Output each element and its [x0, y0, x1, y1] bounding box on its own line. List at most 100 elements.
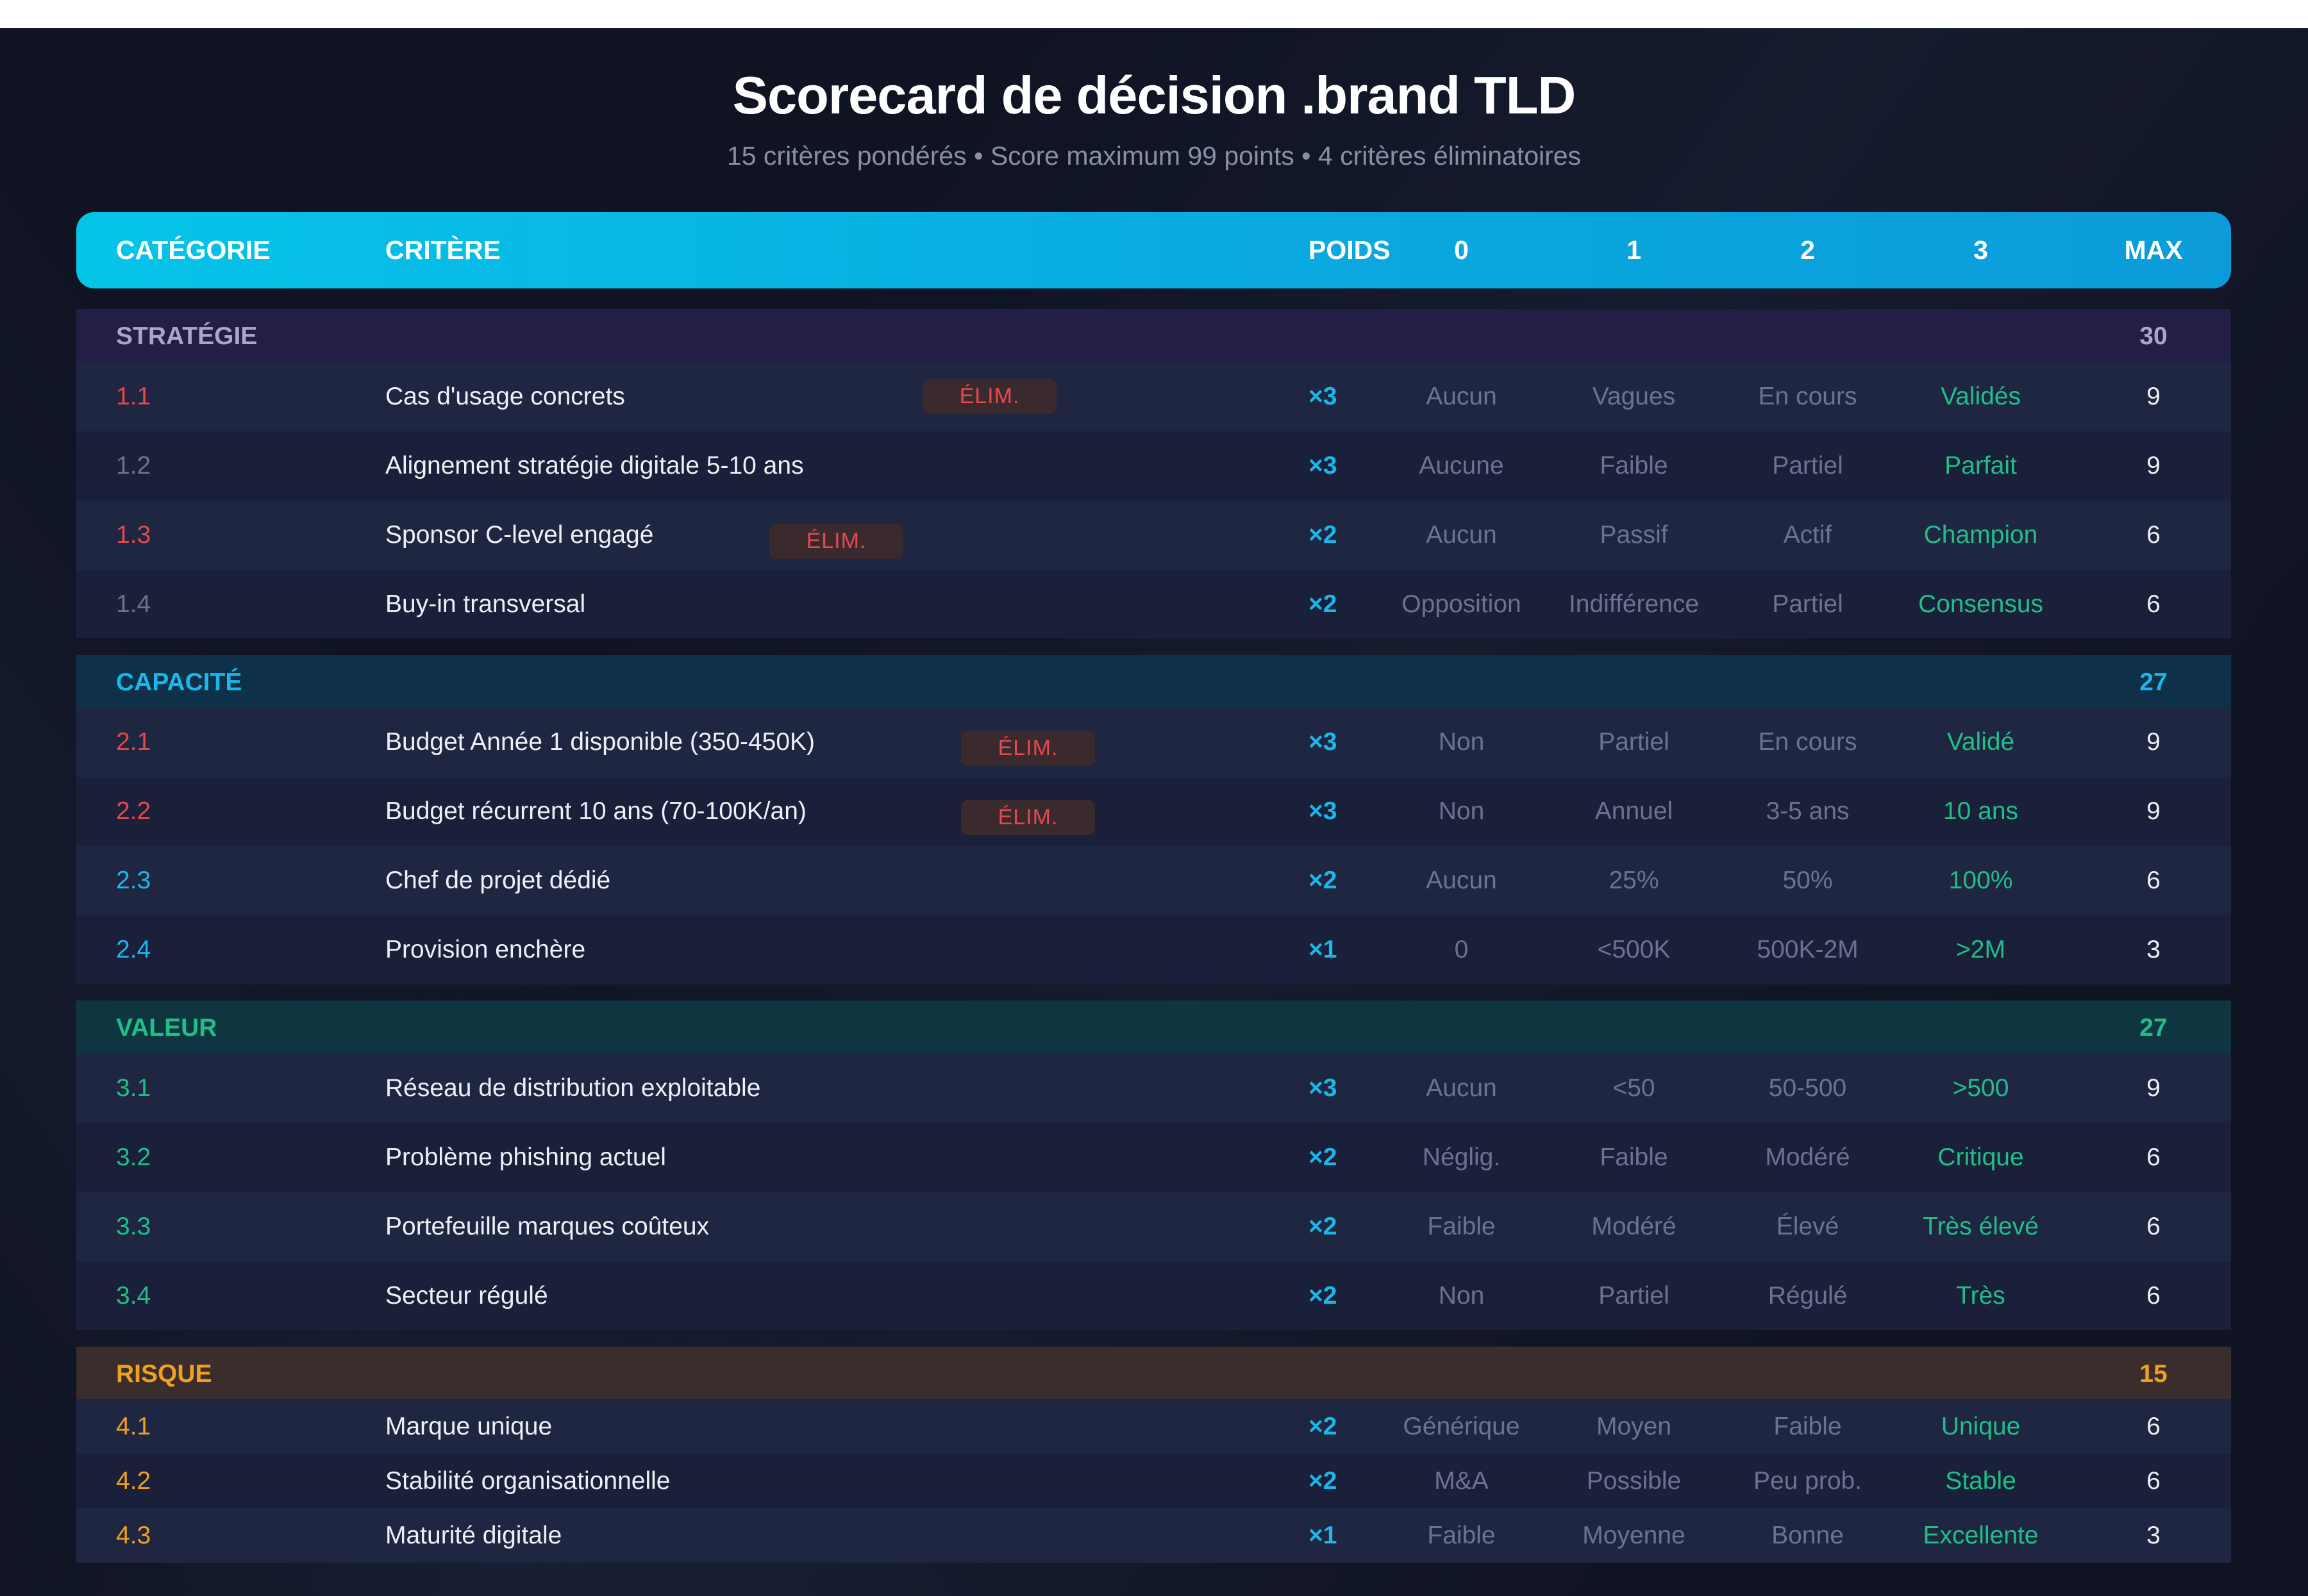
- score-level-0: Aucune: [1419, 452, 1504, 479]
- section-total: 15: [2139, 1359, 2168, 1388]
- criterion-weight: ×3: [1309, 452, 1337, 479]
- criterion-weight: ×2: [1309, 521, 1337, 549]
- score-level-0: M&A: [1434, 1467, 1489, 1495]
- score-level-0: Aucun: [1426, 383, 1497, 410]
- score-level-3: Parfait: [1944, 452, 2017, 479]
- score-level-3: 100%: [1948, 867, 2013, 894]
- criterion-max: 9: [2146, 1074, 2161, 1102]
- score-level-3: Très: [1956, 1281, 2005, 1309]
- score-level-0: Faible: [1427, 1213, 1496, 1240]
- criterion-name: Cas d'usage concrets: [385, 383, 625, 410]
- score-level-0: Opposition: [1401, 590, 1521, 618]
- score-level-3: Validé: [1946, 728, 2015, 756]
- score-level-1: 25%: [1609, 867, 1659, 894]
- eliminatory-badge: ÉLIM.: [769, 524, 903, 559]
- score-level-2: Partiel: [1772, 590, 1843, 618]
- header-max: MAX: [2124, 235, 2183, 265]
- score-level-1: <50: [1612, 1074, 1655, 1102]
- score-level-1: Annuel: [1594, 797, 1673, 825]
- section-name: STRATÉGIE: [116, 322, 258, 350]
- section-total: 30: [2139, 322, 2168, 350]
- criterion-weight: ×3: [1309, 728, 1337, 756]
- top-band: [0, 0, 2308, 28]
- criterion-name: Budget récurrent 10 ans (70-100K/an): [385, 797, 807, 825]
- score-level-2: Partiel: [1772, 452, 1843, 479]
- score-level-3: Consensus: [1918, 590, 2044, 618]
- score-level-1: Partiel: [1598, 728, 1669, 756]
- score-level-0: Aucun: [1426, 521, 1497, 549]
- score-level-1: Possible: [1586, 1467, 1682, 1495]
- criterion-weight: ×2: [1309, 867, 1337, 894]
- score-level-2: Actif: [1783, 521, 1832, 549]
- criterion-weight: ×2: [1309, 1467, 1337, 1495]
- criterion-max: 3: [2146, 936, 2161, 963]
- section-name: RISQUE: [116, 1359, 212, 1388]
- score-level-1: Moyenne: [1582, 1521, 1685, 1549]
- section-name: CAPACITÉ: [116, 668, 242, 696]
- section-name: VALEUR: [116, 1013, 217, 1042]
- header-criterion: CRITÈRE: [385, 235, 501, 265]
- criterion-max: 6: [2146, 1213, 2161, 1240]
- score-level-0: Non: [1438, 1281, 1485, 1309]
- score-level-3: Très élevé: [1923, 1213, 2039, 1240]
- score-level-1: Faible: [1600, 1143, 1668, 1171]
- score-level-1: Indifférence: [1568, 590, 1700, 618]
- score-level-0: 0: [1454, 936, 1469, 963]
- criterion-id: 1.3: [116, 521, 151, 549]
- criterion-id: 1.4: [116, 590, 151, 618]
- score-level-0: Aucun: [1426, 1074, 1497, 1102]
- score-level-2: Régulé: [1768, 1281, 1848, 1309]
- table-header: CATÉGORIE CRITÈRE POIDS 0 1 2 3 MAX: [76, 212, 2231, 288]
- score-level-2: En cours: [1758, 728, 1857, 756]
- table-row: 4.2 Stabilité organisationnelle ×2 M&A Possi…: [76, 1454, 2231, 1508]
- table-row: 2.4 Provision enchère ×1 0 <500K 500K-2M >2M 3: [76, 915, 2231, 985]
- table-row: 2.3 Chef de projet dédié ×2 Aucun 25% 50% 100%…: [76, 846, 2231, 915]
- criterion-id: 2.1: [116, 728, 151, 756]
- criterion-id: 1.1: [116, 383, 151, 410]
- section-header-0: STRATÉGIE 30: [76, 309, 2231, 363]
- page-title: Scorecard de décision .brand TLD: [732, 65, 1576, 125]
- criterion-name: Réseau de distribution exploitable: [385, 1074, 761, 1102]
- criterion-id: 2.4: [116, 936, 151, 963]
- criterion-max: 9: [2146, 797, 2161, 825]
- table-row: 1.1 Cas d'usage concrets ÉLIM. ×3 Aucun Vague…: [76, 362, 2231, 431]
- criterion-max: 9: [2146, 728, 2161, 756]
- score-level-3: Excellente: [1923, 1521, 2039, 1549]
- criterion-id: 1.2: [116, 452, 151, 479]
- score-level-3: Champion: [1923, 521, 2038, 549]
- criterion-id: 3.1: [116, 1074, 151, 1102]
- score-level-2: 500K-2M: [1757, 936, 1859, 963]
- criterion-id: 2.2: [116, 797, 151, 825]
- header-score-0: 0: [1454, 235, 1469, 265]
- criterion-name: Secteur régulé: [385, 1281, 548, 1309]
- criterion-weight: ×2: [1309, 1281, 1337, 1309]
- score-level-0: Néglig.: [1422, 1143, 1501, 1171]
- page-subtitle: 15 critères pondérés • Score maximum 99 …: [726, 141, 1582, 170]
- score-level-1: Passif: [1600, 521, 1668, 549]
- criterion-weight: ×1: [1309, 936, 1337, 963]
- criterion-weight: ×3: [1309, 1074, 1337, 1102]
- criterion-id: 4.3: [116, 1521, 151, 1549]
- criterion-id: 3.4: [116, 1281, 151, 1309]
- criterion-name: Provision enchère: [385, 936, 586, 963]
- table-row: 3.1 Réseau de distribution exploitable ×3 A…: [76, 1054, 2231, 1123]
- score-level-1: Moyen: [1596, 1412, 1672, 1440]
- score-level-2: Faible: [1773, 1412, 1842, 1440]
- criterion-max: 6: [2146, 1143, 2161, 1171]
- criterion-max: 6: [2146, 1467, 2161, 1495]
- criterion-weight: ×2: [1309, 1213, 1337, 1240]
- criterion-weight: ×3: [1309, 797, 1337, 825]
- section-header-1: CAPACITÉ 27: [76, 655, 2231, 710]
- table-row: 1.4 Buy-in transversal ×2 Opposition Indiffé…: [76, 570, 2231, 638]
- criterion-max: 6: [2146, 590, 2161, 618]
- criterion-name: Alignement stratégie digitale 5-10 ans: [385, 452, 804, 479]
- score-level-3: Validés: [1940, 383, 2021, 410]
- criterion-max: 3: [2146, 1521, 2161, 1549]
- criterion-weight: ×3: [1309, 383, 1337, 410]
- score-level-2: Élevé: [1776, 1213, 1839, 1240]
- score-level-2: En cours: [1758, 383, 1857, 410]
- score-level-0: Faible: [1427, 1521, 1496, 1549]
- score-level-1: Vagues: [1592, 383, 1676, 410]
- table-row: 3.2 Problème phishing actuel ×2 Néglig. Faib…: [76, 1123, 2231, 1192]
- score-level-3: >2M: [1956, 936, 2005, 963]
